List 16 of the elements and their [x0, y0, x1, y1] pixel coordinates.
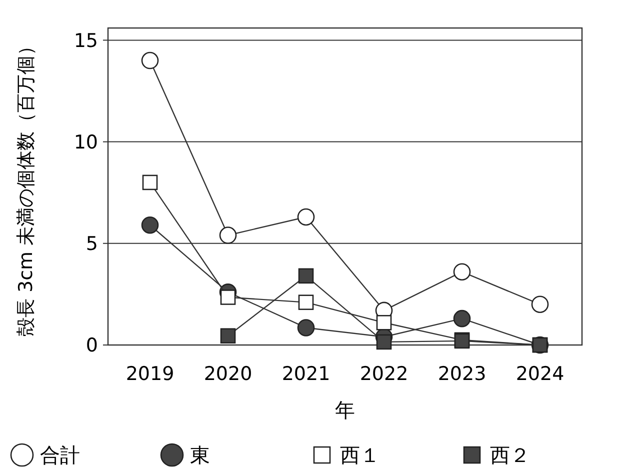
y-tick-label: 10 [74, 131, 98, 154]
y-tick-label: 5 [86, 233, 98, 256]
x-tick-label: 2021 [282, 363, 330, 385]
legend-label: 東 [190, 443, 210, 467]
x-axis-title: 年 [335, 398, 355, 422]
x-tick-label: 2020 [204, 363, 252, 385]
legend-label: 合計 [40, 443, 80, 467]
y-tick-label: 15 [74, 30, 98, 52]
x-tick-label: 2019 [126, 363, 174, 385]
legend-label: 西１ [340, 443, 380, 467]
legend-label: 西２ [490, 443, 530, 467]
x-tick-label: 2022 [360, 363, 408, 385]
x-tick-label: 2023 [438, 363, 486, 385]
x-tick-label: 2024 [516, 363, 564, 385]
y-tick-label: 0 [86, 334, 98, 357]
y-axis-title: 殻長 3cm 未満の個体数（百万個） [15, 36, 37, 337]
